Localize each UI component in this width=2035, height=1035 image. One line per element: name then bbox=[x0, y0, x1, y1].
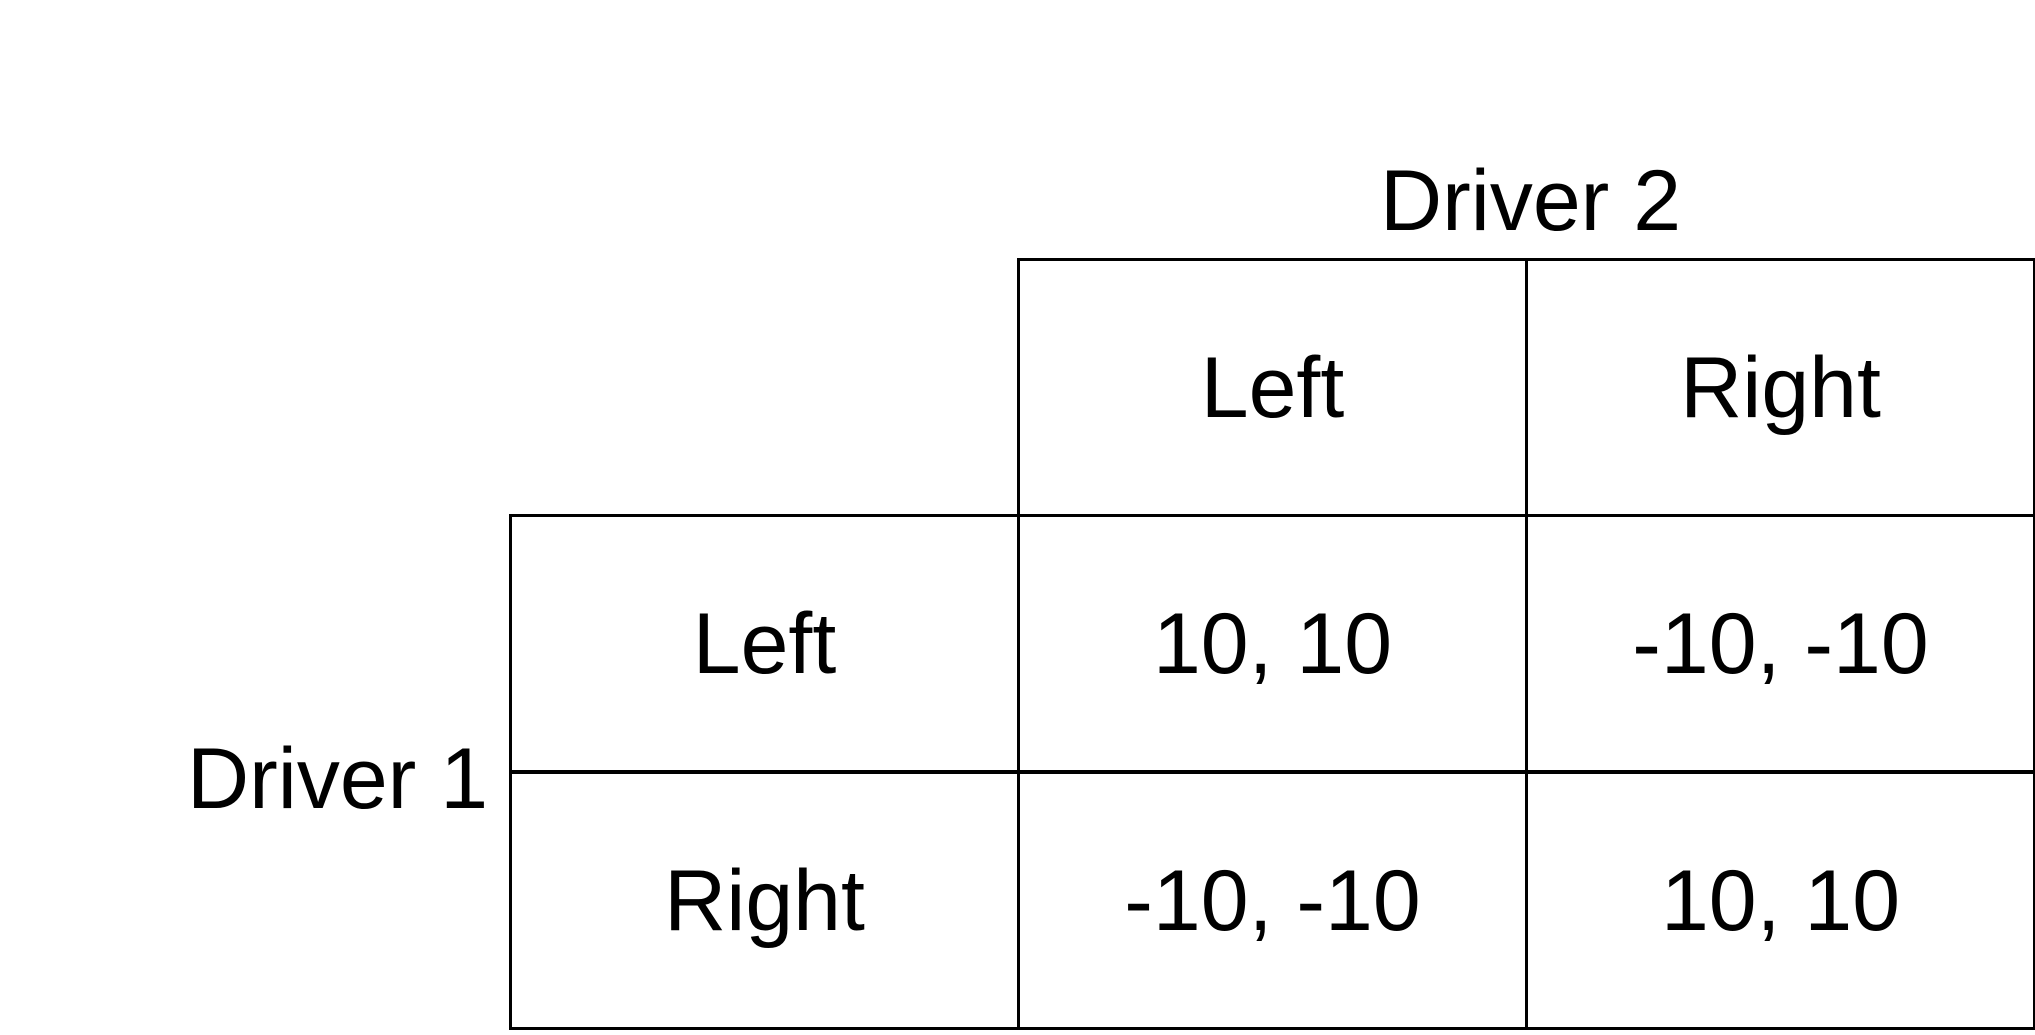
payoff-left-right-value: -10, -10 bbox=[1632, 595, 1929, 692]
payoff-left-left-value: 10, 10 bbox=[1152, 595, 1393, 692]
payoff-right-left: -10, -10 bbox=[1017, 771, 1528, 1030]
column-header-right-label: Right bbox=[1680, 339, 1881, 436]
payoff-left-left: 10, 10 bbox=[1017, 514, 1528, 773]
column-header-left: Left bbox=[1017, 258, 1528, 517]
payoff-right-left-value: -10, -10 bbox=[1124, 852, 1421, 949]
row-header-right: Right bbox=[509, 771, 1020, 1030]
row-header-left: Left bbox=[509, 514, 1020, 773]
column-header-right: Right bbox=[1525, 258, 2035, 517]
column-header-left-label: Left bbox=[1200, 339, 1345, 436]
row-player-label: Driver 1 bbox=[187, 731, 489, 827]
row-header-left-label: Left bbox=[692, 595, 837, 692]
column-player-label: Driver 2 bbox=[1380, 153, 1682, 249]
payoff-right-right-value: 10, 10 bbox=[1660, 852, 1901, 949]
payoff-left-right: -10, -10 bbox=[1525, 514, 2035, 773]
payoff-right-right: 10, 10 bbox=[1525, 771, 2035, 1030]
row-header-right-label: Right bbox=[664, 852, 865, 949]
